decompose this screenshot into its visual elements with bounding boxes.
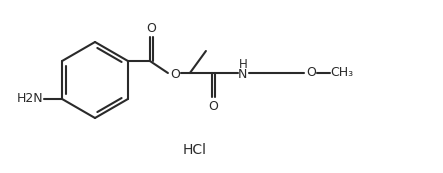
- Text: O: O: [208, 99, 218, 112]
- Text: O: O: [306, 66, 316, 80]
- Text: HCl: HCl: [183, 143, 207, 157]
- Text: O: O: [170, 67, 180, 80]
- Text: O: O: [146, 21, 156, 34]
- Text: N: N: [238, 67, 248, 80]
- Text: H: H: [238, 58, 247, 71]
- Text: H2N: H2N: [17, 93, 43, 106]
- Text: CH₃: CH₃: [330, 66, 354, 80]
